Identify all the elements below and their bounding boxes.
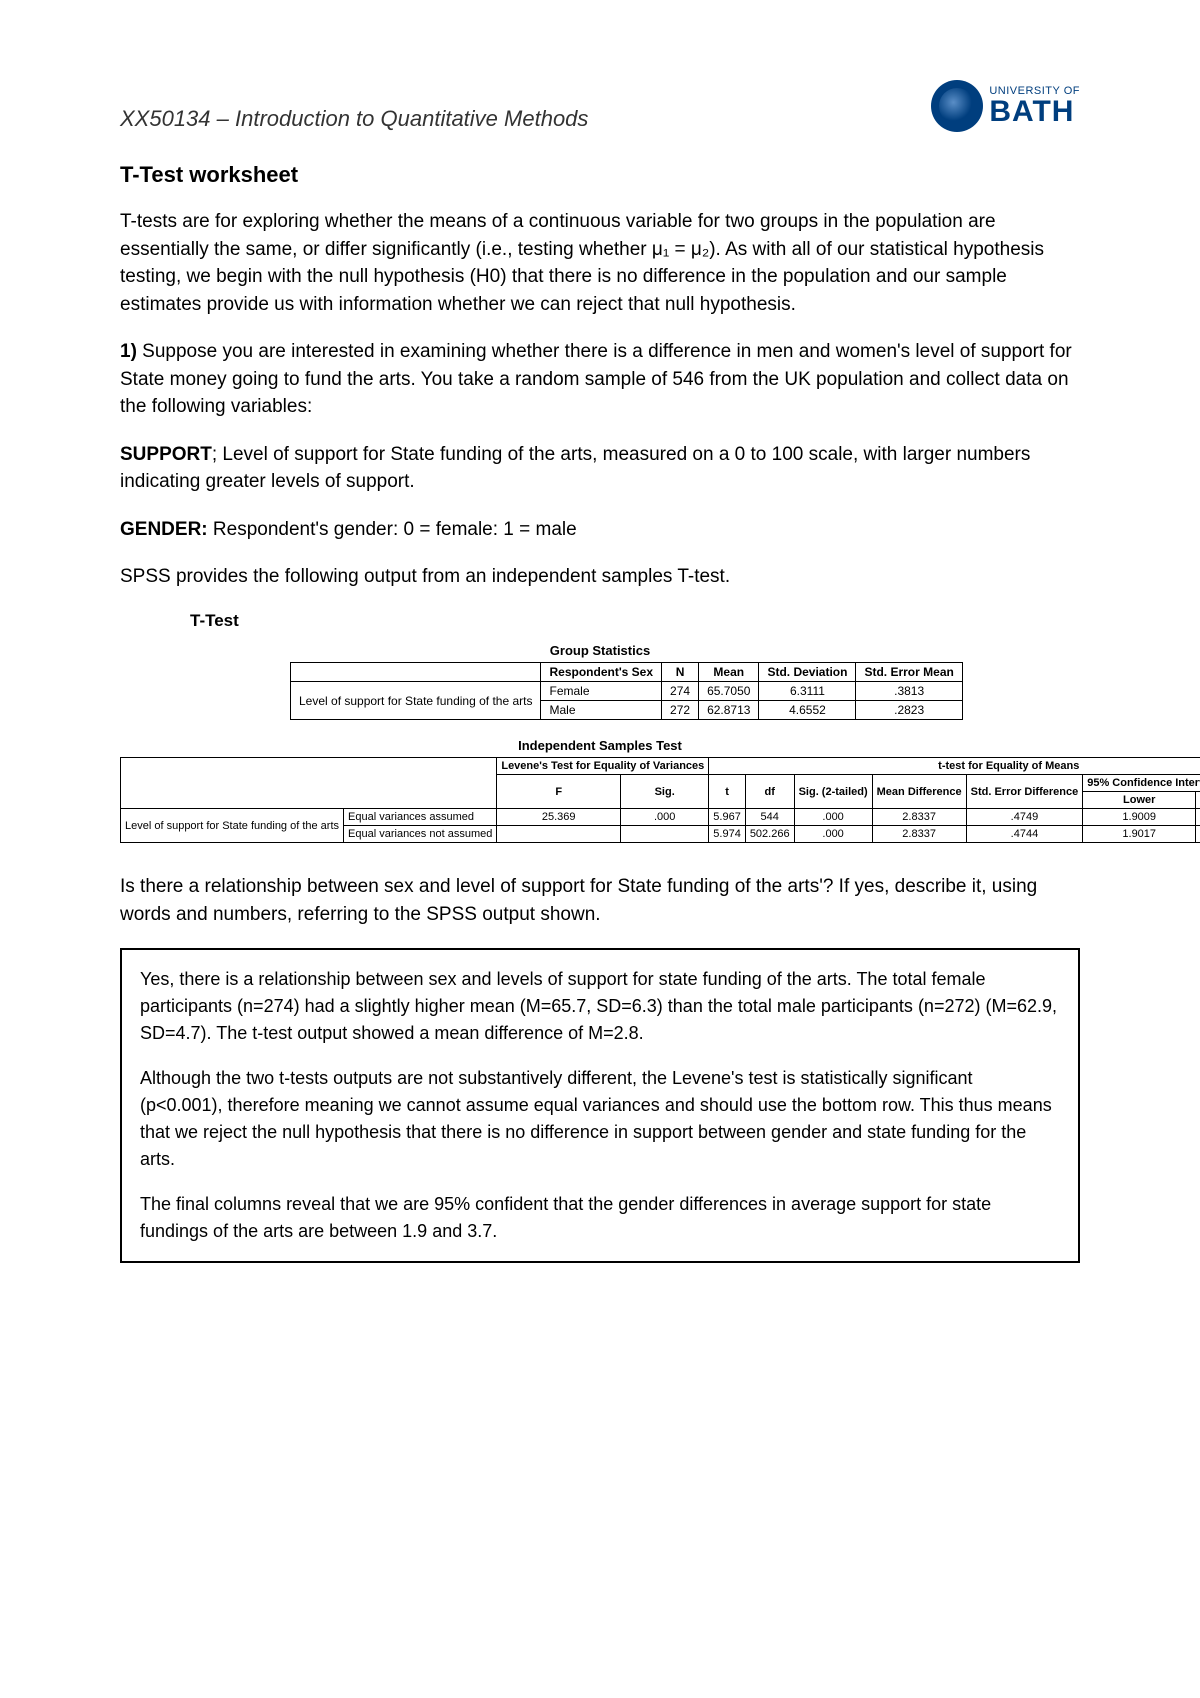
q1-number: 1) xyxy=(120,341,137,362)
gender-variable: GENDER: Respondent's gender: 0 = female:… xyxy=(120,516,1080,544)
col-meandiff: Mean Difference xyxy=(872,775,966,809)
cell: 2.8337 xyxy=(872,809,966,826)
question-prompt: Is there a relationship between sex and … xyxy=(120,873,1080,928)
col-upper: Upper xyxy=(1196,792,1200,809)
cell: Female xyxy=(541,682,662,701)
cell: 1.9009 xyxy=(1083,809,1196,826)
cell: 544 xyxy=(745,809,794,826)
col-f: F xyxy=(497,775,621,809)
cell: 3.7666 xyxy=(1196,809,1200,826)
ist-rowlabel: Level of support for State funding of th… xyxy=(121,809,344,843)
worksheet-title: T-Test worksheet xyxy=(120,162,1080,188)
cell: 2.8337 xyxy=(872,826,966,843)
cell: 5.967 xyxy=(709,809,746,826)
gs-rowlabel: Level of support for State funding of th… xyxy=(291,682,541,720)
q1-text: Suppose you are interested in examining … xyxy=(120,341,1072,417)
logo-text: UNIVERSITY OF BATH xyxy=(989,86,1080,127)
support-text: ; Level of support for State funding of … xyxy=(120,444,1030,493)
cell: .000 xyxy=(621,809,709,826)
cell: 274 xyxy=(662,682,699,701)
ind-test-title: Independent Samples Test xyxy=(120,738,1080,753)
ttest-header: t-test for Equality of Means xyxy=(709,758,1200,775)
intro-paragraph: T-tests are for exploring whether the me… xyxy=(120,208,1080,318)
col-se: Std. Error Mean xyxy=(856,663,962,682)
cell: 4.6552 xyxy=(759,701,856,720)
cell: 62.8713 xyxy=(699,701,759,720)
answer-p3: The final columns reveal that we are 95%… xyxy=(140,1191,1060,1245)
table-row: Level of support for State funding of th… xyxy=(291,682,963,701)
col-sig2: Sig. (2-tailed) xyxy=(794,775,872,809)
cell: 502.266 xyxy=(745,826,794,843)
col-blank xyxy=(291,663,541,682)
cell: 1.9017 xyxy=(1083,826,1196,843)
cell: 3.7658 xyxy=(1196,826,1200,843)
university-logo: UNIVERSITY OF BATH xyxy=(931,80,1080,132)
col-lower: Lower xyxy=(1083,792,1196,809)
group-statistics-table: Respondent's Sex N Mean Std. Deviation S… xyxy=(290,662,963,720)
cell: .4744 xyxy=(966,826,1083,843)
cell: .000 xyxy=(794,826,872,843)
table-row: Level of support for State funding of th… xyxy=(121,809,1200,826)
cell: .4749 xyxy=(966,809,1083,826)
col-df: df xyxy=(745,775,794,809)
logo-seal-icon xyxy=(931,80,983,132)
cell: .000 xyxy=(794,809,872,826)
answer-box: Yes, there is a relationship between sex… xyxy=(120,948,1080,1263)
table-row: Respondent's Sex N Mean Std. Deviation S… xyxy=(291,663,963,682)
col-mean: Mean xyxy=(699,663,759,682)
course-title: XX50134 – Introduction to Quantitative M… xyxy=(120,106,588,132)
col-sig: Sig. xyxy=(621,775,709,809)
page-header: XX50134 – Introduction to Quantitative M… xyxy=(120,80,1080,132)
question-1: 1) Suppose you are interested in examini… xyxy=(120,338,1080,421)
answer-p1: Yes, there is a relationship between sex… xyxy=(140,966,1060,1047)
cell: Male xyxy=(541,701,662,720)
col-t: t xyxy=(709,775,746,809)
cell: .3813 xyxy=(856,682,962,701)
cell: Equal variances not assumed xyxy=(344,826,497,843)
cell: 5.974 xyxy=(709,826,746,843)
spss-output: T-Test Group Statistics Respondent's Sex… xyxy=(120,611,1080,843)
col-sd: Std. Deviation xyxy=(759,663,856,682)
answer-p2: Although the two t-tests outputs are not… xyxy=(140,1065,1060,1173)
col-sediff: Std. Error Difference xyxy=(966,775,1083,809)
cell: 272 xyxy=(662,701,699,720)
cell: Equal variances assumed xyxy=(344,809,497,826)
ci-header: 95% Confidence Interval of the Differenc… xyxy=(1083,775,1200,792)
spss-intro: SPSS provides the following output from … xyxy=(120,563,1080,591)
cell xyxy=(497,826,621,843)
ist-blank xyxy=(121,758,497,809)
cell: 25.369 xyxy=(497,809,621,826)
independent-samples-table: Levene's Test for Equality of Variances … xyxy=(120,757,1200,843)
cell: 6.3111 xyxy=(759,682,856,701)
gender-text: Respondent's gender: 0 = female: 1 = mal… xyxy=(208,519,577,540)
cell: 65.7050 xyxy=(699,682,759,701)
spss-heading: T-Test xyxy=(190,611,1080,631)
col-n: N xyxy=(662,663,699,682)
support-label: SUPPORT xyxy=(120,444,212,465)
group-stats-title: Group Statistics xyxy=(120,643,1080,658)
page: XX50134 – Introduction to Quantitative M… xyxy=(0,0,1200,1323)
gender-label: GENDER: xyxy=(120,519,208,540)
cell xyxy=(621,826,709,843)
col-sex: Respondent's Sex xyxy=(541,663,662,682)
support-variable: SUPPORT; Level of support for State fund… xyxy=(120,441,1080,496)
levene-header: Levene's Test for Equality of Variances xyxy=(497,758,709,775)
logo-bath: BATH xyxy=(989,97,1080,127)
cell: .2823 xyxy=(856,701,962,720)
table-row: Levene's Test for Equality of Variances … xyxy=(121,758,1200,775)
